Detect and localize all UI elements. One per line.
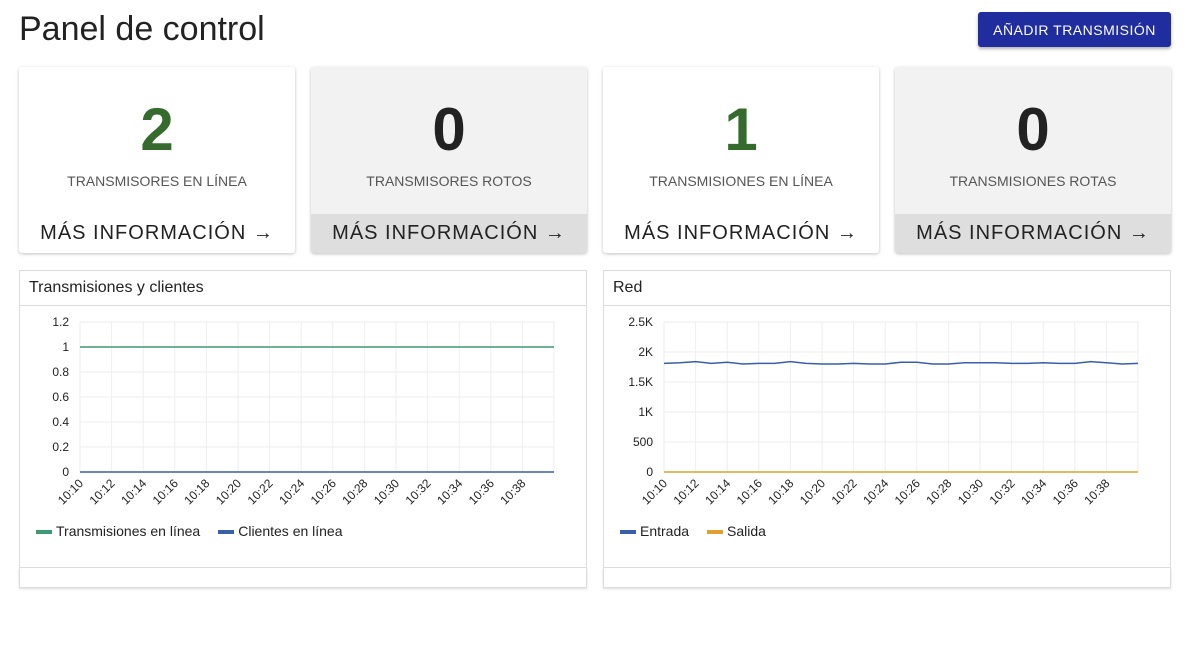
x-tick-label: 10:14 xyxy=(702,476,733,507)
x-tick-label: 10:12 xyxy=(87,476,118,507)
y-tick-label: 500 xyxy=(633,435,653,449)
legend: Transmisiones en línea Clientes en línea xyxy=(36,523,343,539)
chart-title: Red xyxy=(604,271,1170,306)
chart: 00.20.40.60.811.210:10 10:12 10:14 10:16 10:… xyxy=(52,315,555,507)
x-tick-label: 10:24 xyxy=(276,476,307,507)
more-info-link[interactable]: MÁS INFORMACIÓN → xyxy=(40,222,274,244)
stat-label: TRANSMISIONES EN LÍNEA xyxy=(649,173,833,189)
y-tick-label: 0.8 xyxy=(52,365,69,379)
charts: Transmisiones y clientes 0 0.2 0.4 0.6 0.8 1 1.… xyxy=(19,270,1171,588)
x-tick-label: 10:26 xyxy=(308,476,339,507)
legend: Entrada Salida xyxy=(620,523,766,539)
chart-footer xyxy=(19,568,587,588)
x-tick-label: 10:38 xyxy=(497,476,528,507)
y-tick-label: 1K xyxy=(638,405,653,419)
series-line xyxy=(663,360,1139,365)
x-tick-label: 10:18 xyxy=(181,476,212,507)
more-info-link[interactable]: MÁS INFORMACIÓN → xyxy=(311,214,587,253)
x-tick-label: 10:10 xyxy=(55,476,86,507)
chart-panel: Red 0 500 1K 1.5K 2K 2.5K 10:10 10:12 10:14 10:16 1… xyxy=(603,270,1171,588)
x-tick-label: 10:18 xyxy=(765,476,796,507)
chart-footer xyxy=(603,568,1171,588)
x-tick-label: 10:36 xyxy=(466,476,497,507)
y-tick-label: 0 xyxy=(646,465,653,479)
legend-item: Salida xyxy=(707,523,766,539)
chart-panel: Transmisiones y clientes 0 0.2 0.4 0.6 0.8 1 1.… xyxy=(19,270,587,588)
stat-value: 0 xyxy=(432,96,466,163)
plot-border xyxy=(663,321,1139,473)
legend-label: Entrada xyxy=(640,523,690,539)
y-tick-label: 1 xyxy=(62,340,69,354)
add-button[interactable]: AÑADIR TRANSMISIÓN xyxy=(978,12,1171,47)
legend-item: Transmisiones en línea xyxy=(36,523,200,539)
legend-item: Entrada xyxy=(620,523,689,539)
x-tick-label: 10:34 xyxy=(1018,476,1049,507)
x-tick-label: 10:34 xyxy=(434,476,465,507)
x-tick-label: 10:30 xyxy=(371,476,402,507)
stat-value: 0 xyxy=(1016,96,1050,163)
x-tick-label: 10:30 xyxy=(955,476,986,507)
x-tick-label: 10:36 xyxy=(1050,476,1081,507)
legend-swatch xyxy=(707,530,724,535)
x-tick-label: 10:32 xyxy=(403,476,434,507)
y-tick-label: 0 xyxy=(62,465,69,479)
x-tick-label: 10:14 xyxy=(118,476,149,507)
stat-card: 0 TRANSMISIONES ROTAS MÁS INFORMACIÓN → xyxy=(895,67,1171,253)
legend-swatch xyxy=(218,530,235,535)
stat-label: TRANSMISORES ROTOS xyxy=(366,173,532,189)
x-tick-label: 10:26 xyxy=(892,476,923,507)
legend-item: Clientes en línea xyxy=(218,523,343,539)
x-tick-label: 10:10 xyxy=(639,476,670,507)
stat-value: 2 xyxy=(140,96,174,163)
page-title: Panel de control xyxy=(19,10,265,48)
y-tick-label: 1.5K xyxy=(628,375,653,389)
stat-card: 1 TRANSMISIONES EN LÍNEA MÁS INFORMACIÓN → xyxy=(603,67,879,253)
stat-label: TRANSMISIONES ROTAS xyxy=(949,173,1117,189)
stat-card: 2 TRANSMISORES EN LÍNEA MÁS INFORMACIÓN → xyxy=(19,67,295,253)
x-tick-label: 10:32 xyxy=(987,476,1018,507)
x-tick-label: 10:20 xyxy=(797,476,828,507)
cards: 2 TRANSMISORES EN LÍNEA MÁS INFORMACIÓN → 0… xyxy=(19,67,1171,253)
more-info-link[interactable]: MÁS INFORMACIÓN → xyxy=(895,214,1171,253)
stat-label: TRANSMISORES EN LÍNEA xyxy=(67,173,247,189)
y-tick-label: 0.4 xyxy=(52,415,69,429)
x-tick-label: 10:28 xyxy=(339,476,370,507)
x-tick-label: 10:16 xyxy=(734,476,765,507)
chart-box: Red 0 500 1K 1.5K 2K 2.5K 10:10 10:12 10:14 10:16 1… xyxy=(603,270,1171,568)
x-tick-label: 10:22 xyxy=(245,476,276,507)
x-tick-label: 10:28 xyxy=(923,476,954,507)
legend-swatch xyxy=(620,530,636,535)
x-tick-label: 10:16 xyxy=(150,476,181,507)
x-tick-label: 10:38 xyxy=(1081,476,1112,507)
y-tick-label: 2K xyxy=(638,345,653,359)
x-tick-label: 10:22 xyxy=(829,476,860,507)
y-tick-label: 2.5K xyxy=(628,315,653,329)
legend-label: Salida xyxy=(727,523,766,539)
legend-label: Clientes en línea xyxy=(238,523,343,539)
x-tick-label: 10:24 xyxy=(860,476,891,507)
chart-title: Transmisiones y clientes xyxy=(20,271,586,306)
legend-label: Transmisiones en línea xyxy=(56,523,201,539)
x-tick-label: 10:12 xyxy=(671,476,702,507)
legend-swatch xyxy=(36,530,52,535)
chart: 0 500 1K 1.5K 2K 2.5K 10:10 10:12 10:14 10:16 10:1… xyxy=(628,315,1139,507)
y-tick-label: 0.2 xyxy=(52,440,69,454)
y-tick-label: 1.2 xyxy=(52,315,69,329)
y-tick-label: 0.6 xyxy=(52,390,69,404)
stat-value: 1 xyxy=(724,96,758,163)
x-tick-label: 10:20 xyxy=(213,476,244,507)
chart-box: Transmisiones y clientes 0 0.2 0.4 0.6 0.8 1 1.… xyxy=(19,270,587,568)
more-info-link[interactable]: MÁS INFORMACIÓN → xyxy=(624,222,858,244)
stat-card: 0 TRANSMISORES ROTOS MÁS INFORMACIÓN → xyxy=(311,67,587,253)
